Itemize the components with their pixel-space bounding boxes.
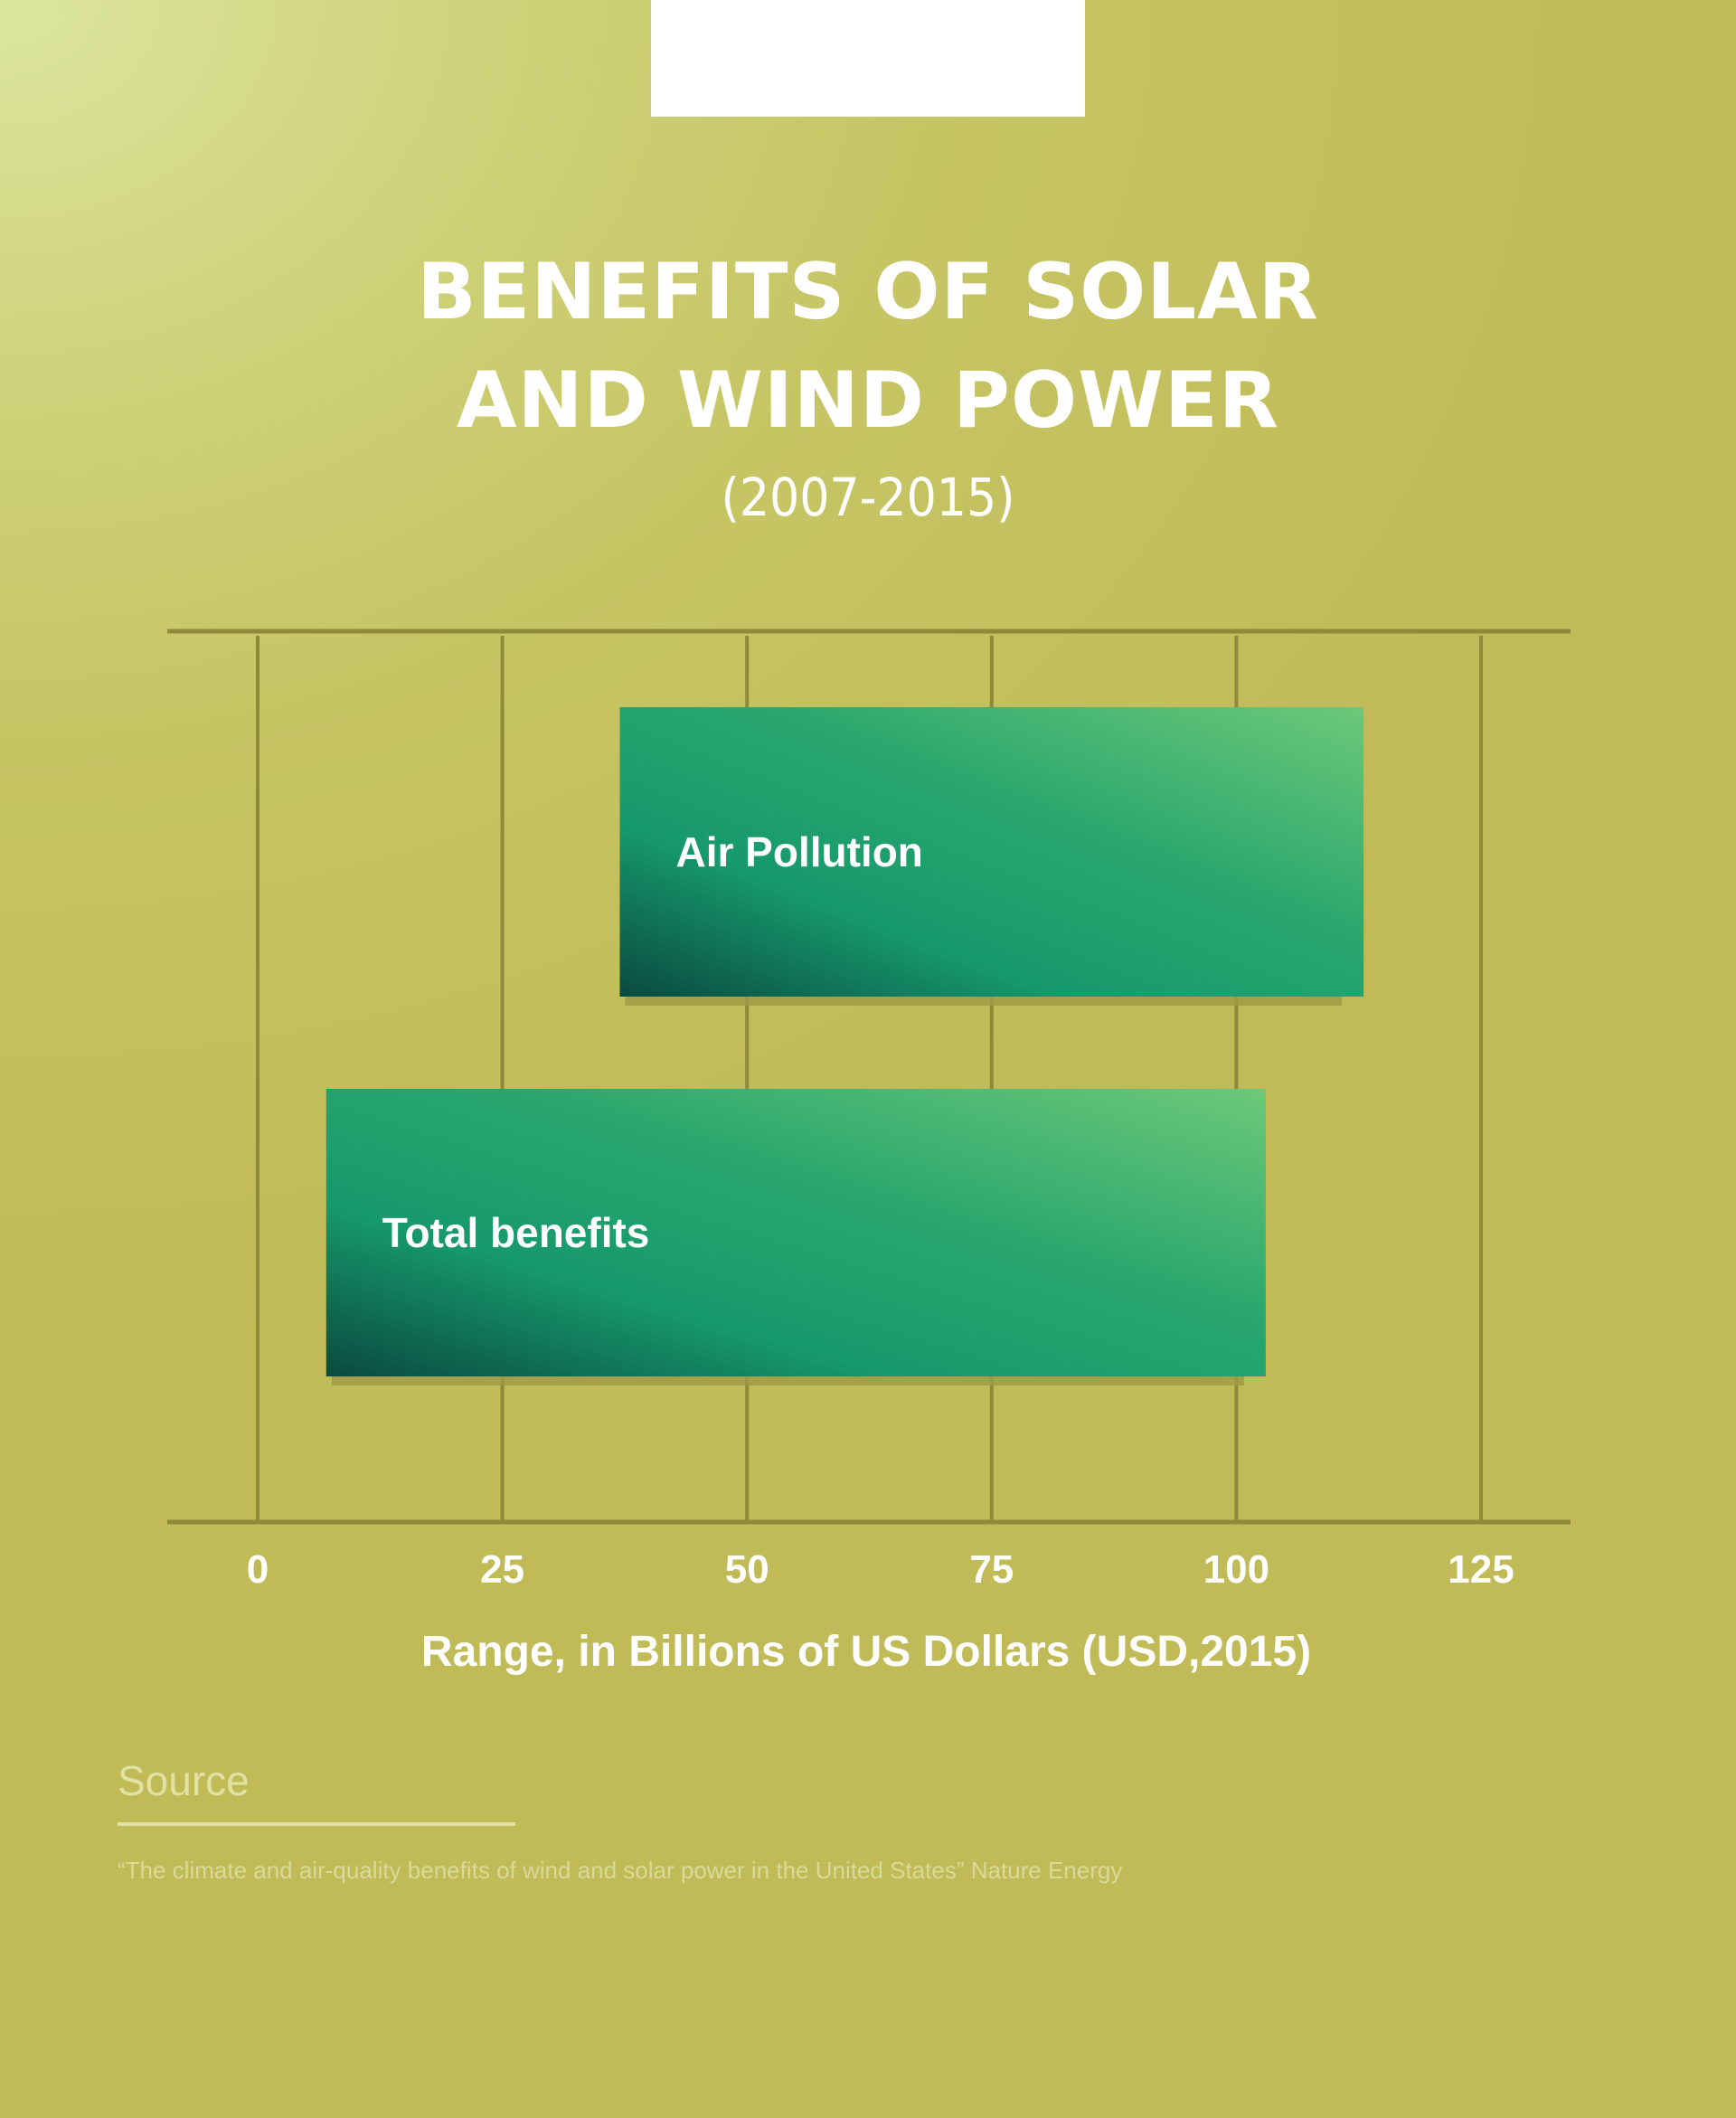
x-tick-label: 75 bbox=[969, 1547, 1014, 1592]
bar-label: Total benefits bbox=[382, 1209, 650, 1256]
range-bar bbox=[326, 1089, 1266, 1376]
range-bar bbox=[619, 707, 1364, 997]
chart-title-line1: BENEFITS OF SOLAR bbox=[417, 247, 1319, 337]
header-tab-box bbox=[651, 0, 1085, 117]
x-tick-label: 100 bbox=[1203, 1547, 1269, 1592]
source-label: Source bbox=[118, 1757, 250, 1804]
x-tick-label: 25 bbox=[480, 1547, 524, 1592]
x-tick-label: 125 bbox=[1448, 1547, 1514, 1592]
chart-subtitle: (2007-2015) bbox=[721, 467, 1015, 528]
x-tick-label: 50 bbox=[725, 1547, 769, 1592]
chart-title-line2: AND WIND POWER bbox=[457, 355, 1279, 446]
source-citation: “The climate and air-quality benefits of… bbox=[118, 1857, 1123, 1884]
x-axis-label: Range, in Billions of US Dollars (USD,20… bbox=[421, 1628, 1311, 1676]
bar-label: Air Pollution bbox=[675, 828, 922, 875]
x-tick-label: 0 bbox=[247, 1547, 269, 1592]
source-divider bbox=[118, 1822, 515, 1826]
